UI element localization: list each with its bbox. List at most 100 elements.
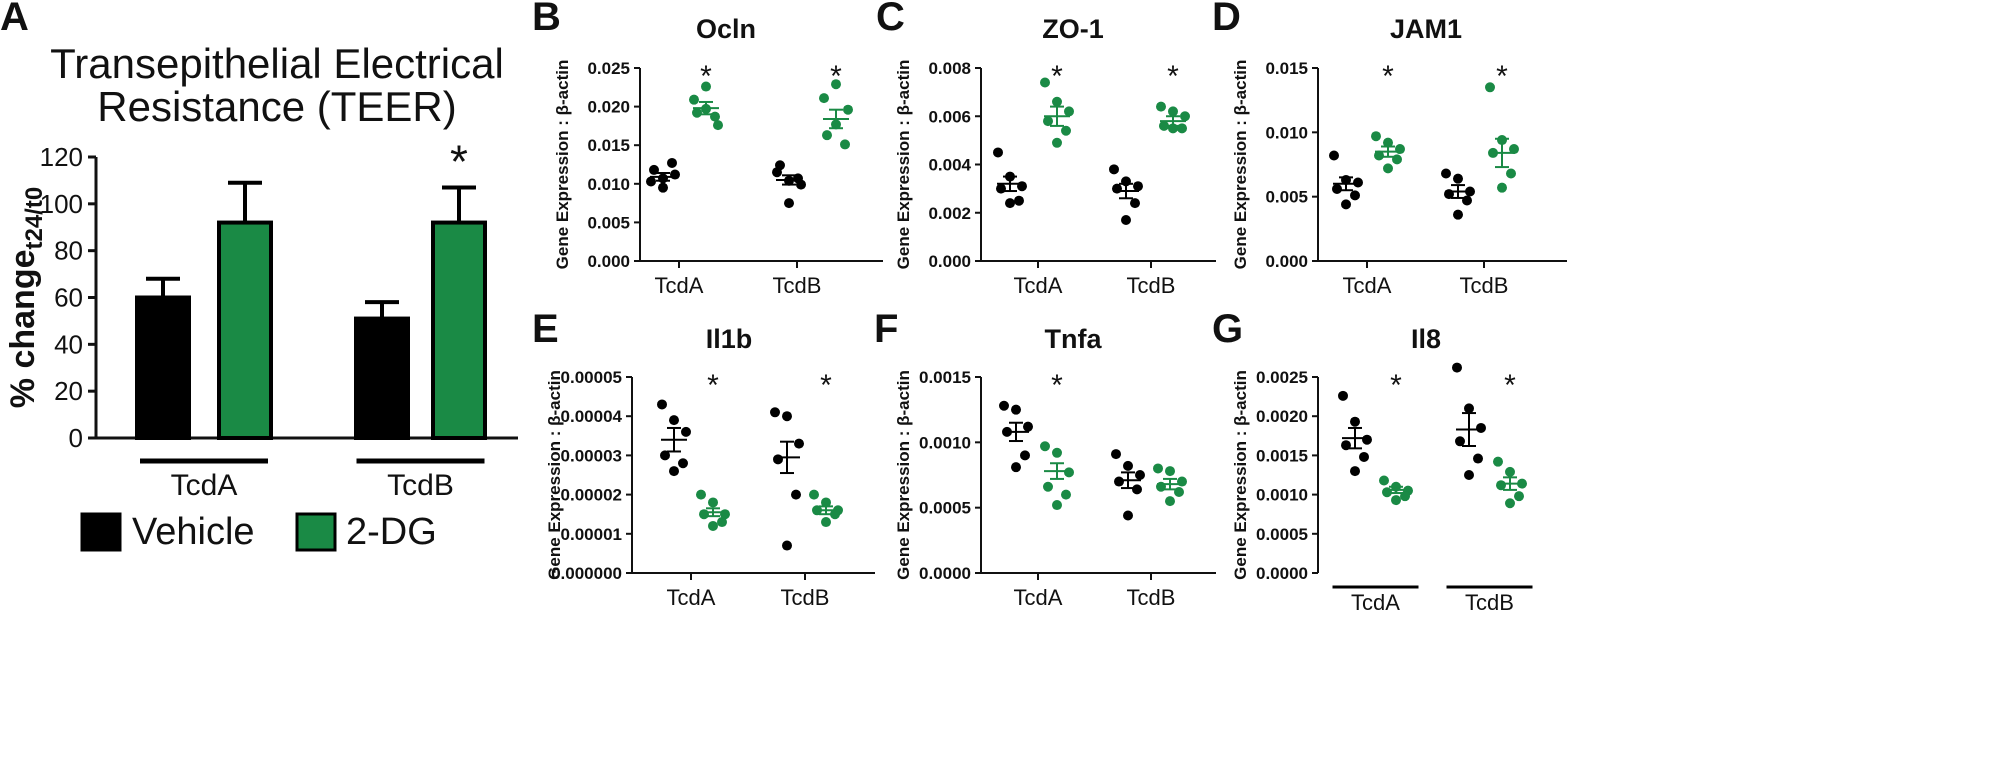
y-tick-label: 0.008	[928, 59, 971, 78]
data-point	[1061, 489, 1071, 500]
data-point	[1135, 470, 1145, 480]
panel-d: D JAM1 0.000 0.005 0.010 0.015 Gene Expression…	[1212, 0, 1567, 298]
category-label: TcdB	[773, 273, 822, 298]
panel-label: C	[876, 0, 905, 39]
data-point	[717, 517, 727, 528]
y-tick-label: 0.005	[1265, 188, 1308, 207]
y-tick-label: 0.0015	[1256, 446, 1308, 465]
data-point	[782, 411, 792, 422]
y-tick-label: 0.000	[1265, 252, 1308, 271]
chart-title-line: Transepithelial Electrical	[50, 40, 504, 87]
y-tick-label: 120	[40, 142, 83, 172]
data-point	[822, 130, 832, 141]
y-tick-label: 0.004	[928, 156, 971, 175]
data-point	[701, 81, 711, 92]
data-point	[1496, 480, 1506, 491]
y-tick-label: 0.015	[587, 136, 630, 155]
y-axis-label: Gene Expression : β-actin	[1231, 370, 1250, 580]
data-point	[1505, 498, 1515, 509]
category-label: TcdA	[655, 273, 704, 298]
data-point	[821, 517, 831, 528]
panel-label: D	[1212, 0, 1241, 39]
data-point	[670, 169, 680, 180]
data-point	[1362, 434, 1372, 445]
data-point	[1371, 131, 1381, 142]
data-point	[1111, 449, 1121, 460]
data-point	[791, 489, 801, 500]
y-tick-label: 20	[54, 376, 83, 406]
legend-swatch-2-dg	[295, 512, 337, 552]
data-point	[1464, 403, 1474, 414]
chart-title: Tnfa	[1045, 324, 1103, 354]
significance-star: *	[700, 60, 712, 93]
data-point	[1350, 466, 1360, 477]
data-point	[1505, 466, 1515, 477]
data-point	[1052, 500, 1062, 511]
y-tick-label: 0.00004	[561, 407, 623, 426]
data-point	[843, 104, 853, 115]
bar-2-dg-tcda	[217, 220, 273, 440]
data-point	[1165, 466, 1175, 477]
data-point	[1329, 150, 1339, 161]
data-point	[1476, 422, 1486, 433]
y-tick-label: 0.0000	[919, 564, 971, 583]
category-label: TcdB	[387, 469, 454, 502]
y-tick-label: 0.005	[587, 213, 630, 232]
data-point	[1005, 198, 1015, 209]
data-point	[1168, 106, 1178, 117]
y-tick-label: 60	[54, 283, 83, 313]
data-point	[1514, 491, 1524, 502]
data-point	[1043, 116, 1053, 127]
data-point	[678, 458, 688, 469]
significance-star: *	[707, 369, 719, 402]
y-tick-label: 0.0020	[1256, 407, 1308, 426]
data-point	[1383, 163, 1393, 174]
significance-star: *	[1051, 369, 1063, 402]
data-point	[1130, 198, 1140, 209]
data-point	[1017, 181, 1027, 192]
data-point	[1473, 453, 1483, 464]
y-tick-label: 0.000	[928, 252, 971, 271]
chart-title: ZO-1	[1042, 14, 1104, 44]
data-point	[689, 94, 699, 105]
data-point	[830, 509, 840, 520]
panel-label: B	[532, 0, 561, 39]
y-axis-label-sub: t24/t0	[21, 187, 48, 250]
y-axis-label: Gene Expression : β-actin	[545, 370, 564, 580]
data-point	[996, 183, 1006, 194]
y-tick-label: 0.0015	[919, 368, 971, 387]
category-label: TcdA	[171, 469, 238, 502]
data-point	[1040, 77, 1050, 88]
data-point	[1052, 96, 1062, 107]
y-tick-label: 0.00003	[561, 446, 622, 465]
data-point	[669, 415, 679, 426]
y-tick-label: 0.020	[587, 98, 630, 117]
data-point	[784, 198, 794, 209]
panel-c: C ZO-1 0.000 0.002 0.004 0.006 0.008 Gene Expre…	[876, 0, 1216, 298]
y-axis-label-main: % change	[4, 249, 42, 408]
data-point	[1121, 214, 1131, 225]
y-tick-label: 0.0005	[919, 499, 971, 518]
data-point	[1156, 101, 1166, 112]
legend-swatch-vehicle	[80, 512, 122, 552]
legend-label: Vehicle	[132, 511, 255, 553]
significance-star: *	[830, 60, 842, 93]
chart-title-line: Resistance (TEER)	[97, 83, 456, 130]
chart-title: Ocln	[696, 14, 756, 44]
panel-label: F	[874, 307, 898, 351]
data-point	[1441, 168, 1451, 179]
data-point	[657, 399, 667, 410]
data-point	[1485, 82, 1495, 93]
data-point	[1177, 123, 1187, 134]
data-point	[1350, 190, 1360, 201]
chart-title: JAM1	[1390, 14, 1462, 44]
data-point	[782, 540, 792, 551]
data-point	[1014, 195, 1024, 206]
y-tick-label: 40	[54, 329, 83, 359]
data-point	[1011, 462, 1021, 473]
y-axis-label: Gene Expression : β-actin	[1231, 60, 1250, 270]
data-point	[1453, 209, 1463, 220]
data-point	[1353, 177, 1363, 188]
data-point	[1159, 120, 1169, 131]
y-tick-label: 0.00002	[561, 486, 622, 505]
